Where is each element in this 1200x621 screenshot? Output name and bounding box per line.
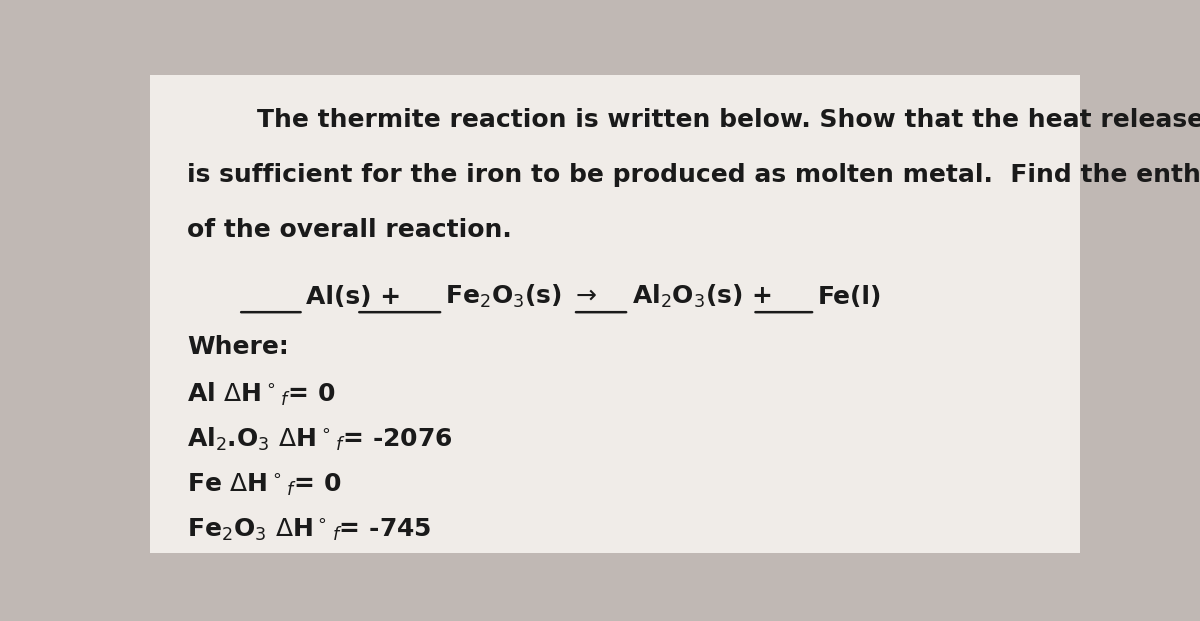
Text: Al$_2$.O$_3$ $\Delta$H$^\circ$$_\mathit{f}$= -2076: Al$_2$.O$_3$ $\Delta$H$^\circ$$_\mathit{…	[187, 426, 452, 453]
Text: Where:: Where:	[187, 335, 289, 359]
Text: of the overall reaction.: of the overall reaction.	[187, 218, 512, 242]
Text: Fe$_2$O$_3$(s) $\rightarrow$: Fe$_2$O$_3$(s) $\rightarrow$	[445, 283, 598, 310]
Text: Fe $\Delta$H$^\circ$$_\mathit{f}$= 0: Fe $\Delta$H$^\circ$$_\mathit{f}$= 0	[187, 471, 342, 498]
Text: Al$_2$O$_3$(s) +: Al$_2$O$_3$(s) +	[631, 283, 772, 310]
Text: The thermite reaction is written below. Show that the heat released in this reac: The thermite reaction is written below. …	[187, 108, 1200, 132]
Text: Fe(l): Fe(l)	[817, 285, 882, 309]
Text: Al(s) +: Al(s) +	[306, 285, 401, 309]
Text: Fe$_2$O$_3$ $\Delta$H$^\circ$$_\mathit{f}$= -745: Fe$_2$O$_3$ $\Delta$H$^\circ$$_\mathit{f…	[187, 517, 432, 543]
Text: is sufficient for the iron to be produced as molten metal.  Find the enthalpy of: is sufficient for the iron to be produce…	[187, 163, 1200, 187]
FancyBboxPatch shape	[150, 75, 1080, 553]
Text: Al $\Delta$H$^\circ$$_\mathit{f}$= 0: Al $\Delta$H$^\circ$$_\mathit{f}$= 0	[187, 381, 336, 408]
